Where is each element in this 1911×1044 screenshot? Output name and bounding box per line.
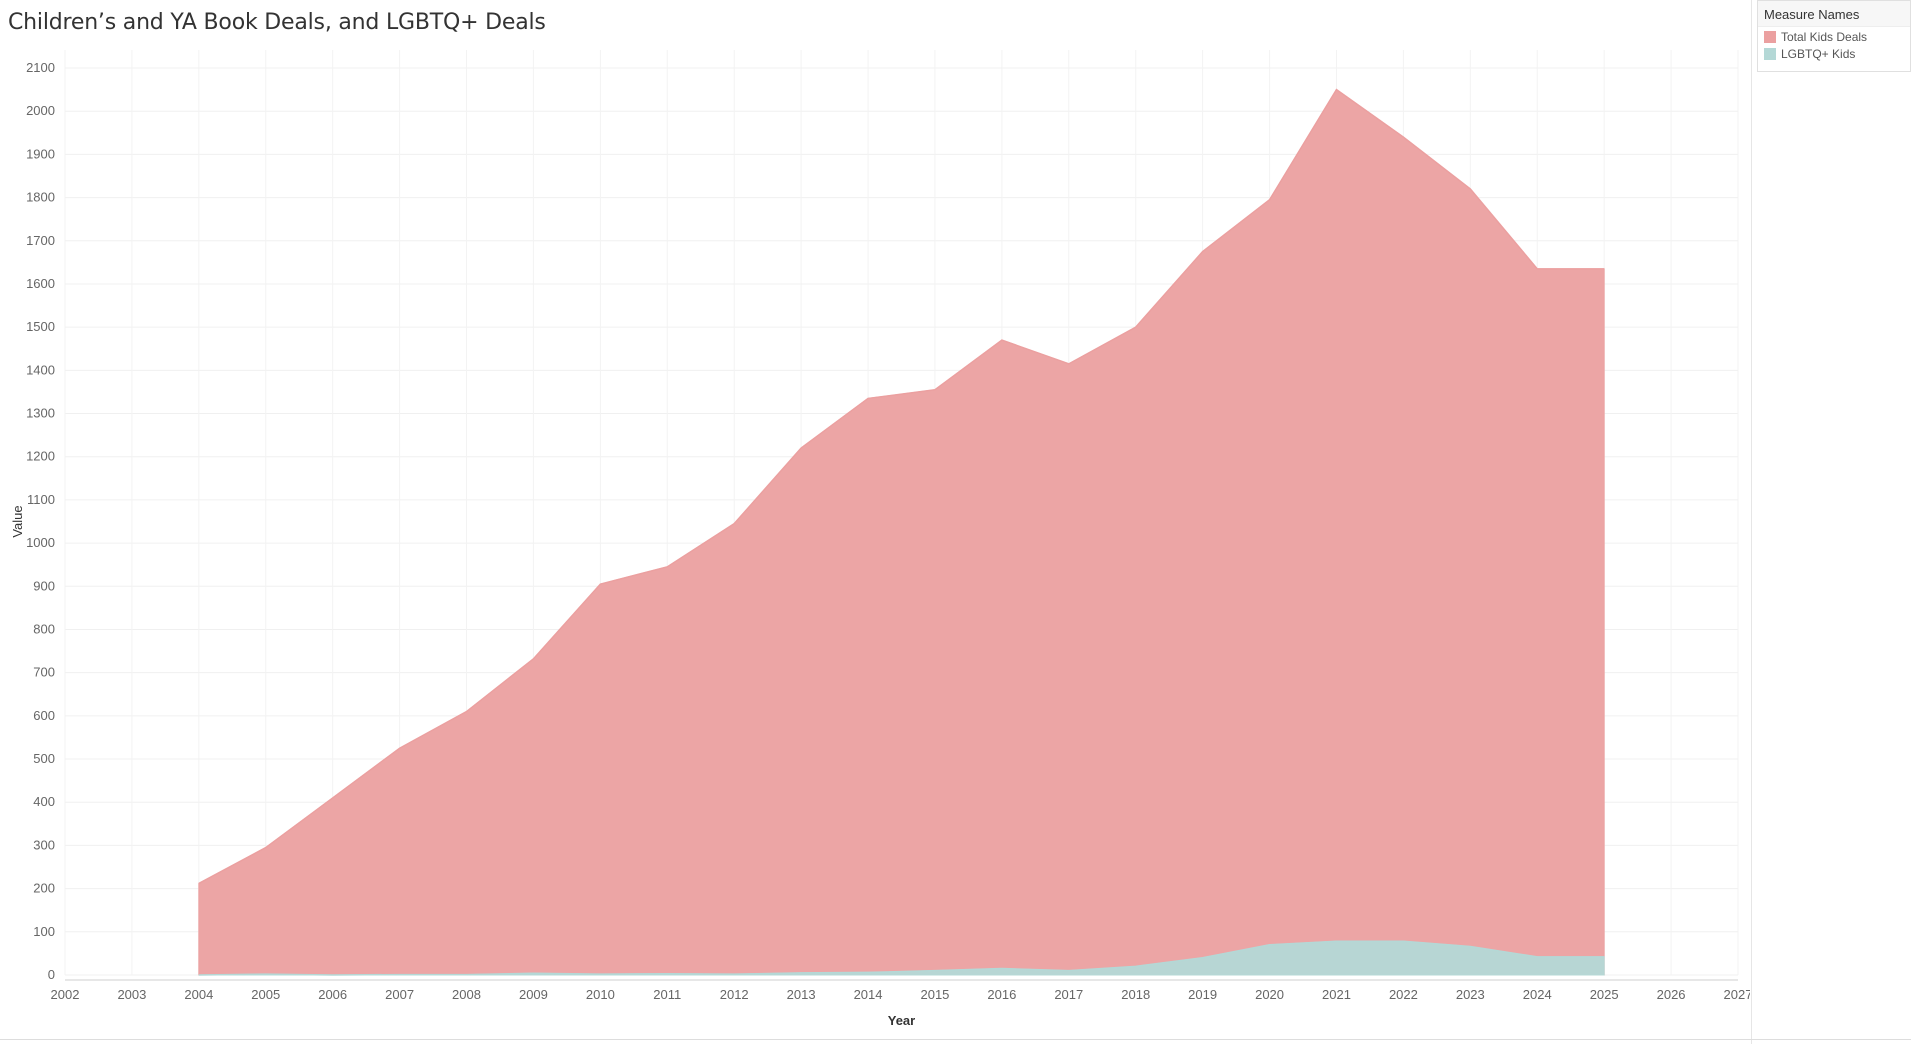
y-tick-label: 1100 [27,492,55,507]
x-tick-label: 2018 [1121,987,1150,1002]
x-axis-label: Year [888,1013,915,1028]
area-series-layer [199,90,1604,975]
side-divider [1751,0,1752,1044]
legend-swatch-lgbtq-kids [1764,48,1776,60]
x-axis-ticks: 2002 2003 2004 2005 2006 2007 2008 2009 2010 2011… [51,987,1750,1002]
x-tick-label: 2017 [1054,987,1083,1002]
legend-header: Measure Names [1758,1,1910,27]
x-tick-label: 2016 [987,987,1016,1002]
x-tick-label: 2022 [1389,987,1418,1002]
x-tick-label: 2005 [251,987,280,1002]
x-tick-label: 2012 [720,987,749,1002]
x-tick-label: 2023 [1456,987,1485,1002]
x-tick-label: 2013 [787,987,816,1002]
x-tick-label: 2024 [1523,987,1552,1002]
x-tick-label: 2008 [452,987,481,1002]
y-tick-label: 900 [33,578,55,593]
y-axis-label: Value [10,505,25,537]
legend: Measure Names Total Kids Deals LGBTQ+ Ki… [1757,0,1911,72]
x-tick-label: 2015 [920,987,949,1002]
x-tick-label: 2002 [51,987,80,1002]
y-tick-label: 200 [33,881,55,896]
x-tick-label: 2020 [1255,987,1284,1002]
y-tick-label: 1200 [26,449,55,464]
y-axis-ticks: 0 100 200 300 400 500 600 700 800 900 1000 1100 1200… [26,60,55,982]
y-tick-label: 1600 [26,276,55,291]
y-tick-label: 1400 [26,362,55,377]
y-tick-label: 2100 [26,60,55,75]
x-tick-label: 2025 [1590,987,1619,1002]
y-tick-label: 1300 [26,406,55,421]
y-tick-label: 700 [33,665,55,680]
x-tick-label: 2021 [1322,987,1351,1002]
y-tick-label: 0 [48,967,55,982]
area-total-kids-deals [199,90,1604,975]
y-tick-label: 100 [33,924,55,939]
x-tick-label: 2007 [385,987,414,1002]
x-tick-label: 2019 [1188,987,1217,1002]
x-tick-label: 2010 [586,987,615,1002]
x-tick-label: 2027 [1724,987,1750,1002]
legend-item-lgbtq-kids[interactable]: LGBTQ+ Kids [1758,44,1910,61]
x-tick-label: 2004 [184,987,213,1002]
x-tick-label: 2026 [1657,987,1686,1002]
legend-item-total-kids-deals[interactable]: Total Kids Deals [1758,27,1910,44]
x-tick-label: 2014 [854,987,883,1002]
y-tick-label: 500 [33,751,55,766]
y-tick-label: 600 [33,708,55,723]
bottom-divider [0,1039,1911,1040]
legend-label-total-kids-deals: Total Kids Deals [1781,30,1867,44]
x-tick-label: 2003 [117,987,146,1002]
y-tick-label: 1000 [26,535,55,550]
y-tick-label: 1800 [26,190,55,205]
y-tick-label: 800 [33,621,55,636]
y-tick-label: 300 [33,837,55,852]
legend-swatch-total-kids-deals [1764,31,1776,43]
area-chart: 0 100 200 300 400 500 600 700 800 900 1000 1100 1200… [0,0,1750,1040]
y-tick-label: 400 [33,794,55,809]
y-tick-label: 2000 [26,103,55,118]
legend-label-lgbtq-kids: LGBTQ+ Kids [1781,47,1855,61]
x-tick-label: 2009 [519,987,548,1002]
x-tick-label: 2006 [318,987,347,1002]
y-tick-label: 1900 [26,146,55,161]
y-tick-label: 1500 [26,319,55,334]
y-tick-label: 1700 [26,233,55,248]
x-tick-label: 2011 [653,987,681,1002]
